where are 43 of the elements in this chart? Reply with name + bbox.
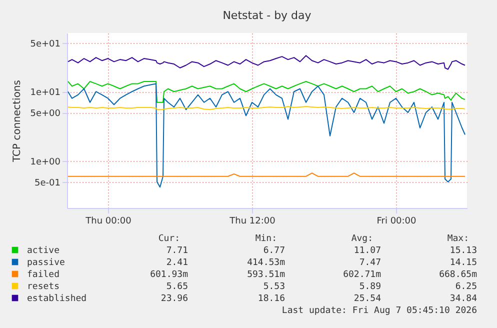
- text: 14.15: [450, 258, 477, 268]
- text: Max:: [447, 234, 469, 244]
- text: 7.47: [359, 258, 381, 268]
- y-tick-label: 5e+01: [30, 40, 60, 50]
- text: 11.07: [354, 246, 381, 256]
- text: 23.96: [160, 294, 188, 304]
- text: Min:: [255, 234, 277, 244]
- y-tick-label: 5e+00: [30, 109, 61, 119]
- line-series: [68, 80, 466, 103]
- x-tick-label: Thu 00:00: [84, 216, 132, 226]
- text: 5.53: [263, 282, 285, 292]
- x-tick-label: Fri 00:00: [376, 216, 417, 226]
- text: 2.41: [166, 258, 188, 268]
- text: 601.93m: [150, 270, 188, 280]
- text: 414.53m: [247, 258, 285, 268]
- legend-label: resets: [27, 282, 60, 292]
- text: 18.16: [258, 294, 285, 304]
- text: 602.71m: [343, 270, 381, 280]
- text: 593.51m: [247, 270, 285, 280]
- text: 15.13: [450, 246, 477, 256]
- legend-label: established: [27, 294, 87, 304]
- legend-label: failed: [27, 270, 60, 280]
- text: 34.84: [450, 294, 477, 304]
- text: 668.65m: [439, 270, 477, 280]
- chart-title: Netstat - by day: [222, 9, 312, 22]
- text: 6.77: [263, 246, 285, 256]
- line-series: [68, 83, 466, 188]
- line-series: [68, 55, 466, 70]
- legend-label: passive: [27, 258, 65, 268]
- y-tick-label: 1e+01: [30, 88, 60, 98]
- text: 5.65: [166, 282, 188, 292]
- legend-label: active: [27, 246, 60, 256]
- x-tick-label: Thu 12:00: [228, 216, 276, 226]
- text: Last update: Fri Aug 7 05:45:10 2026: [282, 306, 477, 316]
- y-tick-label: 1e+00: [30, 157, 61, 168]
- text: 6.25: [455, 282, 477, 292]
- y-axis-title: TCP connections: [12, 80, 24, 164]
- text: 25.54: [354, 294, 381, 304]
- text: 7.71: [166, 246, 188, 256]
- text: Avg:: [351, 234, 373, 244]
- text: 5.89: [359, 282, 381, 292]
- text: Cur:: [158, 234, 180, 244]
- y-tick-label: 5e-01: [34, 178, 60, 188]
